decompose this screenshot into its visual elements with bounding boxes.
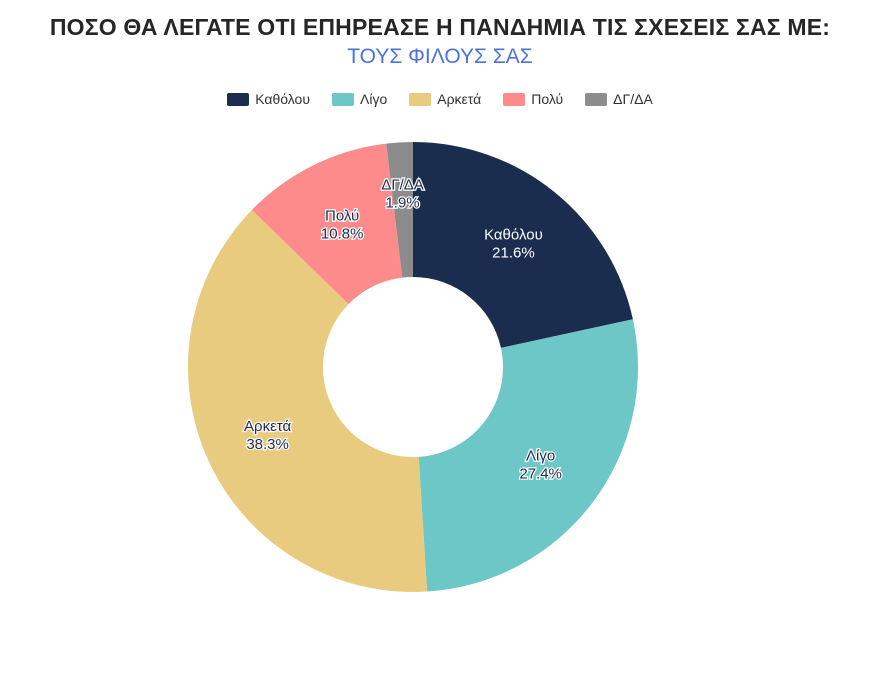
chart-title: ΠΟΣΟ ΘΑ ΛΕΓΑΤΕ ΟΤΙ ΕΠΗΡΕΑΣΕ Η ΠΑΝΔΗΜΙΑ Τ… — [49, 14, 831, 40]
legend-label-poly: Πολύ — [531, 91, 564, 107]
slice-katholou[interactable] — [413, 142, 633, 348]
slice-value-dgda: 1.9% — [385, 194, 419, 211]
legend-label-ligo: Λίγο — [359, 91, 388, 107]
legend-item-arketa[interactable]: Αρκετά — [409, 91, 481, 107]
slice-dgda[interactable] — [386, 142, 413, 278]
slice-label-dgda: ΔΓ/ΔΑ — [381, 176, 423, 193]
legend-item-poly[interactable]: Πολύ — [503, 91, 563, 107]
legend-item-ligo[interactable]: Λίγο — [331, 91, 388, 107]
legend-label-dgda: ΔΓ/ΔΑ — [613, 91, 653, 107]
slice-value-katholou: 21.6% — [492, 244, 535, 261]
slice-label-katholou: Καθόλου — [484, 226, 543, 243]
legend-swatch-katholou — [227, 92, 250, 106]
slice-value-ligo: 27.4% — [519, 465, 562, 482]
legend-item-katholou[interactable]: Καθόλου — [227, 91, 310, 107]
legend-label-arketa: Αρκετά — [437, 91, 482, 107]
legend-swatch-arketa — [409, 92, 432, 106]
slice-value-poly: 10.8% — [321, 226, 364, 243]
chart-legend: Καθόλου Λίγο Αρκετά Πολύ ΔΓ/ΔΑ — [0, 91, 880, 107]
legend-swatch-poly — [503, 92, 526, 106]
legend-label-katholou: Καθόλου — [255, 91, 310, 107]
legend-item-dgda[interactable]: ΔΓ/ΔΑ — [585, 91, 653, 107]
slice-label-ligo: Λίγο — [526, 447, 555, 464]
slice-arketa[interactable] — [187, 209, 428, 592]
slice-ligo[interactable] — [418, 319, 638, 592]
slice-label-poly: Πολύ — [325, 208, 359, 225]
slice-poly[interactable] — [251, 143, 403, 305]
chart-subtitle: ΤΟΥΣ ΦΙΛΟΥΣ ΣΑΣ — [347, 45, 533, 68]
slice-value-arketa: 38.3% — [246, 436, 289, 453]
legend-swatch-ligo — [331, 92, 354, 106]
slice-label-arketa: Αρκετά — [244, 418, 291, 435]
legend-swatch-dgda — [585, 92, 608, 106]
